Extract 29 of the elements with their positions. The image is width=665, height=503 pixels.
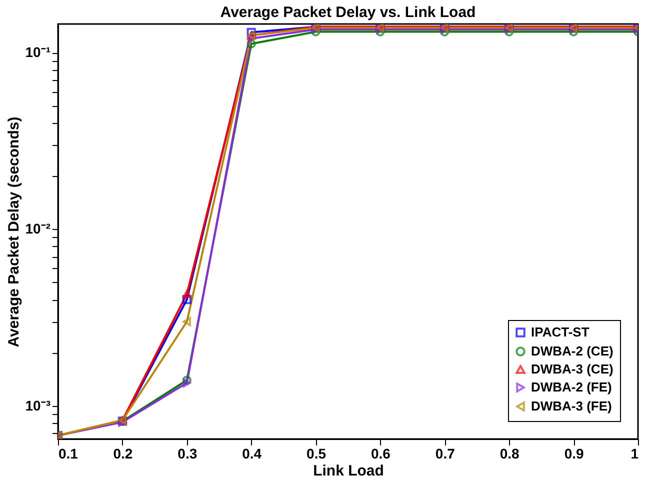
x-tick-label: 0.5 — [306, 446, 326, 462]
chart-title: Average Packet Delay vs. Link Load — [220, 4, 476, 21]
x-tick-label: 0.4 — [242, 446, 262, 462]
x-tick-label: 0.6 — [370, 446, 391, 462]
point — [182, 290, 192, 298]
point — [247, 34, 256, 44]
x-axis-title: Link Load — [313, 462, 384, 480]
x-tick-label: 0.3 — [178, 446, 198, 462]
point — [182, 376, 192, 385]
legend-label: DWBA-2 (FE) — [531, 380, 612, 394]
x-tick-label: 0.7 — [435, 446, 456, 462]
y-axis-title: Average Packet Delay (seconds) — [5, 116, 22, 348]
legend-label: DWBA-2 (CE) — [531, 344, 614, 358]
x-tick-label: 1 — [630, 446, 639, 462]
x-tick-label: 0.1 — [58, 446, 78, 462]
y-tick-label: 10⁻¹ — [25, 44, 51, 60]
x-tick-label: 0.8 — [500, 446, 520, 462]
x-tick-label: 0.9 — [564, 446, 584, 462]
point — [182, 378, 191, 388]
point — [246, 28, 256, 37]
point — [246, 39, 256, 48]
y-tick-label: 10⁻³ — [25, 397, 51, 414]
point — [182, 295, 192, 304]
legend-label: DWBA-3 (FE) — [531, 398, 612, 414]
point — [182, 317, 191, 326]
y-tick-label: 10⁻² — [25, 220, 51, 237]
x-tick-label: 0.2 — [113, 446, 133, 462]
legend-label: IPACT-ST — [531, 324, 590, 340]
legend-label: DWBA-3 (CE) — [531, 362, 614, 376]
